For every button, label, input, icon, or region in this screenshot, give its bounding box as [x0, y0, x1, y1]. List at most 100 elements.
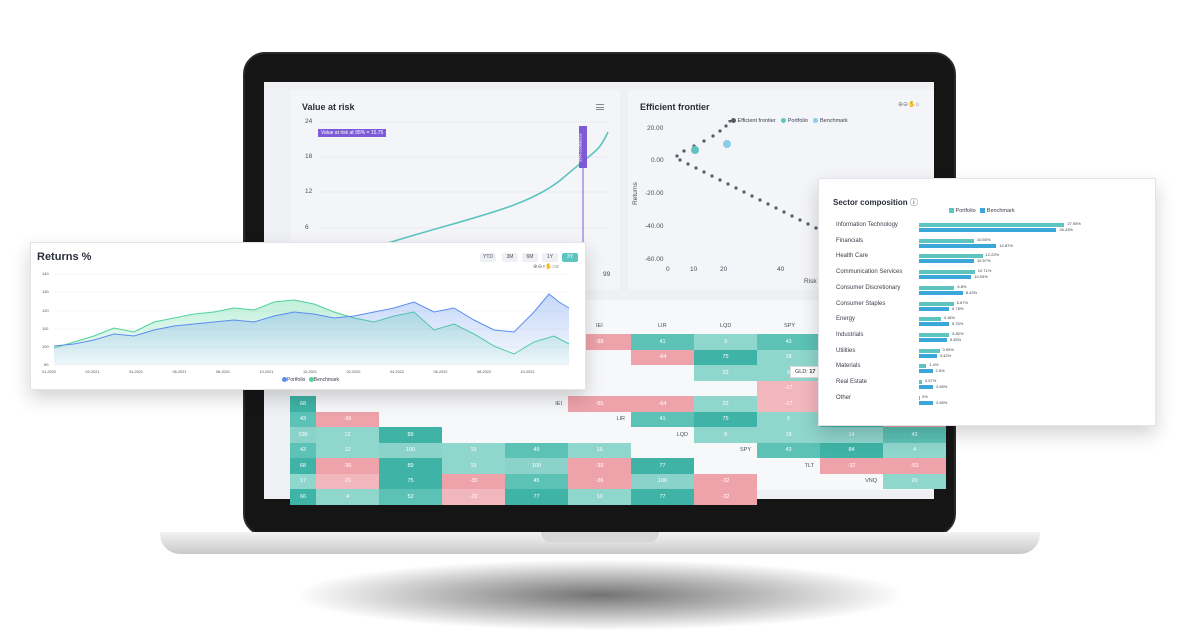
- heatmap-cell[interactable]: 75: [694, 411, 757, 427]
- heatmap-cell[interactable]: [631, 365, 694, 381]
- heatmap-cell[interactable]: 84: [820, 442, 883, 458]
- heatmap-cell[interactable]: 75: [379, 473, 442, 489]
- heatmap-cell[interactable]: 43: [290, 442, 316, 458]
- heatmap-cell[interactable]: [379, 396, 442, 412]
- info-icon[interactable]: ⓘ: [909, 198, 918, 207]
- heatmap-cell[interactable]: [442, 427, 505, 443]
- heatmap-cell[interactable]: [694, 381, 757, 397]
- sector-bar-portfolio[interactable]: [919, 332, 950, 337]
- heatmap-cell[interactable]: -32: [694, 473, 757, 489]
- sector-bar-benchmark[interactable]: [919, 290, 963, 295]
- sector-bar-benchmark[interactable]: [919, 243, 997, 248]
- sector-bar-benchmark[interactable]: [919, 228, 1057, 232]
- sector-bar-portfolio[interactable]: [919, 380, 922, 384]
- heatmap-cell[interactable]: 5: [757, 411, 820, 427]
- heatmap-cell[interactable]: 20: [883, 473, 946, 489]
- home-icon[interactable]: ⌂: [915, 102, 920, 108]
- heatmap-cell[interactable]: -32: [820, 458, 883, 474]
- heatmap-cell[interactable]: -17: [757, 380, 820, 396]
- zoom-out-icon[interactable]: ⊖: [537, 264, 543, 270]
- sector-bar-benchmark[interactable]: [919, 353, 937, 358]
- sector-bar-portfolio[interactable]: [919, 364, 927, 369]
- heatmap-cell[interactable]: 15: [442, 458, 505, 474]
- heatmap-cell[interactable]: 45: [505, 442, 568, 458]
- heatmap-cell[interactable]: 14: [820, 427, 883, 443]
- sector-bar-benchmark[interactable]: [919, 369, 933, 374]
- sector-bar-benchmark[interactable]: [919, 337, 947, 342]
- heatmap-cell[interactable]: 52: [379, 489, 442, 505]
- heatmap-cell[interactable]: [568, 427, 631, 443]
- heatmap-cell[interactable]: [757, 474, 820, 490]
- heatmap-cell[interactable]: 12: [316, 442, 379, 458]
- heatmap-cell[interactable]: [694, 458, 757, 474]
- sector-bar-benchmark[interactable]: [919, 275, 972, 280]
- heatmap-cell[interactable]: -17: [757, 396, 820, 412]
- zoom-in-icon[interactable]: ⊕: [898, 102, 904, 108]
- sector-bar-benchmark[interactable]: [919, 400, 933, 405]
- sector-bar-portfolio[interactable]: [919, 285, 955, 290]
- sector-bar-portfolio[interactable]: [919, 223, 1065, 227]
- heatmap-cell[interactable]: -21: [316, 473, 379, 489]
- heatmap-cell[interactable]: 100: [290, 427, 316, 443]
- menu-icon[interactable]: ≡: [555, 264, 559, 270]
- heatmap-cell[interactable]: 9: [694, 427, 757, 443]
- heatmap-cell[interactable]: -32: [694, 489, 757, 505]
- heatmap-cell[interactable]: 100: [631, 473, 694, 489]
- heatmap-cell[interactable]: -36: [568, 473, 631, 489]
- search-icon[interactable]: ⌕: [542, 264, 546, 270]
- heatmap-cell[interactable]: -53: [883, 458, 946, 474]
- heatmap-cell[interactable]: 68: [290, 396, 316, 412]
- heatmap-cell[interactable]: -22: [442, 489, 505, 505]
- heatmap-cell[interactable]: 18: [757, 349, 820, 365]
- sector-bar-benchmark[interactable]: [919, 322, 949, 327]
- heatmap-cell[interactable]: 89: [379, 458, 442, 474]
- heatmap-cell[interactable]: [820, 489, 883, 505]
- range-ytd[interactable]: YTD: [480, 253, 496, 262]
- heatmap-cell[interactable]: 43: [883, 427, 946, 443]
- range-3y[interactable]: 3Y: [562, 253, 578, 262]
- heatmap-cell[interactable]: -35: [442, 473, 505, 489]
- heatmap-cell[interactable]: 18: [757, 427, 820, 443]
- heatmap-cell[interactable]: 68: [290, 458, 316, 474]
- heatmap-cell[interactable]: -36: [316, 411, 379, 427]
- sector-bar-portfolio[interactable]: [919, 254, 983, 259]
- heatmap-cell[interactable]: 100: [379, 442, 442, 458]
- heatmap-cell[interactable]: [379, 412, 442, 428]
- sector-bar-portfolio[interactable]: [919, 317, 941, 322]
- sector-bar-portfolio[interactable]: [919, 238, 974, 243]
- heatmap-cell[interactable]: 45: [505, 473, 568, 489]
- heatmap-cell[interactable]: 15: [568, 442, 631, 458]
- heatmap-cell[interactable]: 77: [631, 458, 694, 474]
- home-icon[interactable]: ⌂: [552, 264, 556, 270]
- heatmap-cell[interactable]: 66: [290, 489, 316, 505]
- range-3m[interactable]: 3M: [502, 253, 518, 262]
- range-1y[interactable]: 1Y: [542, 253, 558, 262]
- zoom-out-icon[interactable]: ⊖: [903, 102, 909, 108]
- heatmap-cell[interactable]: [442, 412, 505, 428]
- heatmap-cell[interactable]: 4: [316, 489, 379, 505]
- heatmap-cell[interactable]: 100: [505, 458, 568, 474]
- sector-bar-benchmark[interactable]: [919, 306, 950, 311]
- heatmap-cell[interactable]: 43: [757, 334, 820, 350]
- var-menu-icon[interactable]: [596, 104, 604, 110]
- heatmap-cell[interactable]: 75: [694, 349, 757, 365]
- sector-bar-portfolio[interactable]: [919, 301, 954, 306]
- heatmap-cell[interactable]: 4: [883, 442, 946, 458]
- pan-icon[interactable]: ✋: [545, 264, 553, 270]
- heatmap-cell[interactable]: 10: [568, 489, 631, 505]
- heatmap-cell[interactable]: -36: [316, 458, 379, 474]
- heatmap-cell[interactable]: [505, 427, 568, 443]
- heatmap-cell[interactable]: [631, 443, 694, 459]
- sector-bar-portfolio[interactable]: [919, 270, 975, 275]
- heatmap-cell[interactable]: [505, 412, 568, 428]
- heatmap-cell[interactable]: -64: [631, 396, 694, 412]
- heatmap-cell[interactable]: 12: [316, 427, 379, 443]
- heatmap-cell[interactable]: 43: [757, 442, 820, 458]
- heatmap-cell[interactable]: 89: [379, 427, 442, 443]
- sector-bar-portfolio[interactable]: [919, 395, 920, 400]
- heatmap-cell[interactable]: [757, 489, 820, 505]
- sector-bar-benchmark[interactable]: [919, 385, 933, 389]
- heatmap-cell[interactable]: 22: [694, 396, 757, 412]
- range-6m[interactable]: 6M: [522, 253, 538, 262]
- heatmap-cell[interactable]: 77: [631, 489, 694, 505]
